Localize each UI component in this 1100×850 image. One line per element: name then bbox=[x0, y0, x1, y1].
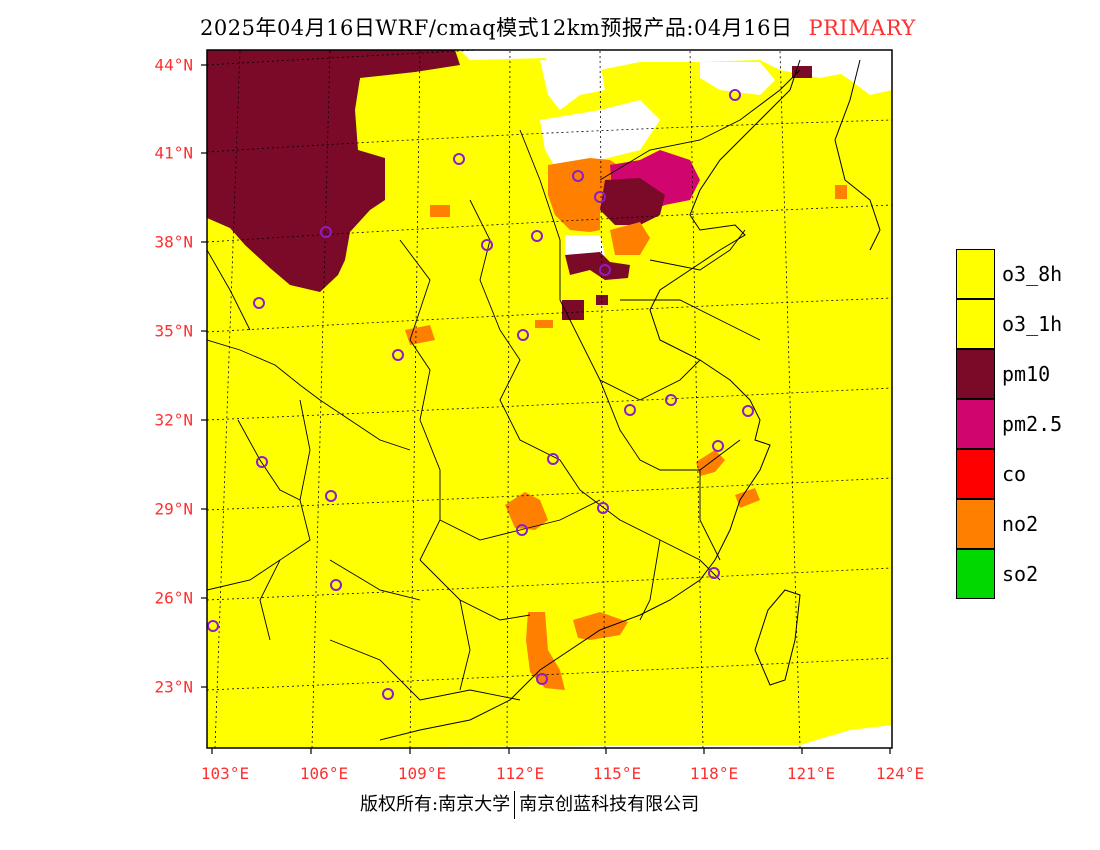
no-data-north-3 bbox=[700, 62, 775, 95]
coastline bbox=[379, 59, 801, 741]
legend-swatch bbox=[956, 299, 995, 349]
lon-label-106: 106°E bbox=[299, 764, 349, 783]
map-frame bbox=[206, 49, 893, 749]
lat-label-32: 32°N bbox=[154, 410, 193, 430]
lon-label-115: 115°E bbox=[592, 764, 642, 783]
graticule bbox=[207, 50, 892, 748]
legend-label: o3_8h bbox=[1002, 262, 1063, 286]
legend-swatch bbox=[956, 499, 995, 549]
legend-label: co bbox=[1002, 462, 1027, 486]
pm10-spot-2 bbox=[596, 295, 608, 305]
legend-label: pm10 bbox=[1002, 362, 1051, 386]
taiwan-outline bbox=[754, 589, 801, 686]
map-title: 2025年04月16日WRF/cmaq模式12km预报产品:04月16日 PRIM… bbox=[200, 12, 916, 42]
o3-domain-area bbox=[207, 50, 892, 748]
lat-label-44: 44°N bbox=[154, 55, 193, 75]
pm10-hebei bbox=[565, 252, 630, 280]
no-data-north-2 bbox=[540, 100, 660, 175]
lat-label-26: 26°N bbox=[154, 588, 193, 608]
no2-spot-1 bbox=[430, 205, 450, 217]
legend-label: o3_1h bbox=[1002, 312, 1063, 336]
no2-spot-3 bbox=[835, 185, 847, 199]
legend-swatch bbox=[956, 399, 995, 449]
lon-label-121: 121°E bbox=[786, 764, 836, 783]
legend-swatch bbox=[956, 449, 995, 499]
legend-label: so2 bbox=[1002, 562, 1039, 586]
no-data-north bbox=[540, 60, 605, 110]
no2-tianjin bbox=[610, 222, 650, 255]
no2-shanxi bbox=[405, 325, 435, 345]
legend-swatch bbox=[956, 249, 995, 299]
pm10-northwest bbox=[207, 50, 460, 292]
title-text: 2025年04月16日WRF/cmaq模式12km预报产品:04月16日 bbox=[200, 16, 793, 40]
footer-separator bbox=[514, 791, 516, 819]
pm10-patch bbox=[290, 60, 360, 80]
lon-label-124: 124°E bbox=[875, 764, 925, 783]
copyright-right: 南京创蓝科技有限公司 bbox=[519, 794, 700, 815]
primary-badge: PRIMARY bbox=[808, 16, 916, 40]
lat-label-41: 41°N bbox=[154, 143, 193, 163]
lon-label-112: 112°E bbox=[495, 764, 545, 783]
no2-shenzhen bbox=[573, 612, 628, 640]
northeast-boundary bbox=[834, 59, 881, 251]
no2-spot-2 bbox=[535, 320, 553, 328]
lon-label-118: 118°E bbox=[689, 764, 739, 783]
no2-changsha bbox=[505, 492, 548, 530]
lat-label-23: 23°N bbox=[154, 677, 193, 697]
no2-fujian bbox=[735, 488, 760, 508]
copyright-left: 版权所有:南京大学 bbox=[360, 794, 511, 815]
axis-ticks bbox=[201, 64, 891, 754]
city-stations bbox=[207, 89, 754, 700]
legend-label: no2 bbox=[1002, 512, 1039, 536]
lon-label-109: 109°E bbox=[397, 764, 447, 783]
legend-label: pm2.5 bbox=[1002, 412, 1063, 436]
no2-guangzhou bbox=[526, 612, 565, 690]
lon-label-103: 103°E bbox=[200, 764, 250, 783]
pm10-north-cluster bbox=[600, 178, 665, 225]
lat-label-35: 35°N bbox=[154, 321, 193, 341]
lat-label-38: 38°N bbox=[154, 232, 193, 252]
legend-swatch bbox=[956, 549, 995, 599]
legend-swatch bbox=[956, 349, 995, 399]
copyright-footer: 版权所有:南京大学 南京创蓝科技有限公司 bbox=[360, 790, 699, 819]
lat-label-29: 29°N bbox=[154, 499, 193, 519]
